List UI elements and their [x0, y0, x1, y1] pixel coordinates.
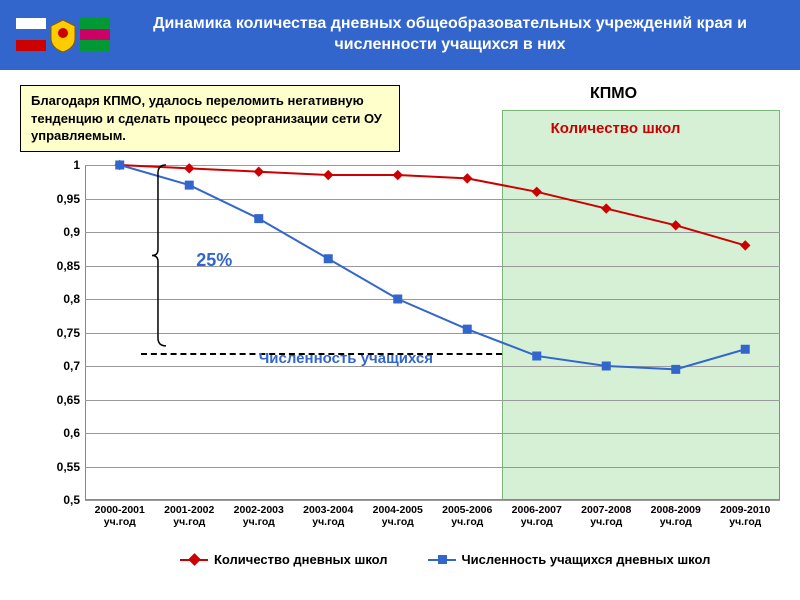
chart-annotation: Численность учащихся	[259, 350, 433, 367]
legend-item: Численность учащихся дневных школ	[428, 552, 711, 567]
legend-item: Количество дневных школ	[180, 552, 388, 567]
chart-annotation: Количество школ	[551, 120, 681, 137]
legend-marker-icon	[188, 553, 201, 566]
legend-line-icon	[428, 559, 456, 561]
legend-label: Количество дневных школ	[214, 552, 388, 567]
legend-marker-icon	[438, 555, 447, 564]
legend-line-icon	[180, 559, 208, 561]
bracket-icon	[0, 0, 800, 600]
chart-annotation: 25%	[196, 250, 232, 271]
legend: Количество дневных школ Численность учащи…	[180, 552, 710, 567]
legend-label: Численность учащихся дневных школ	[462, 552, 711, 567]
